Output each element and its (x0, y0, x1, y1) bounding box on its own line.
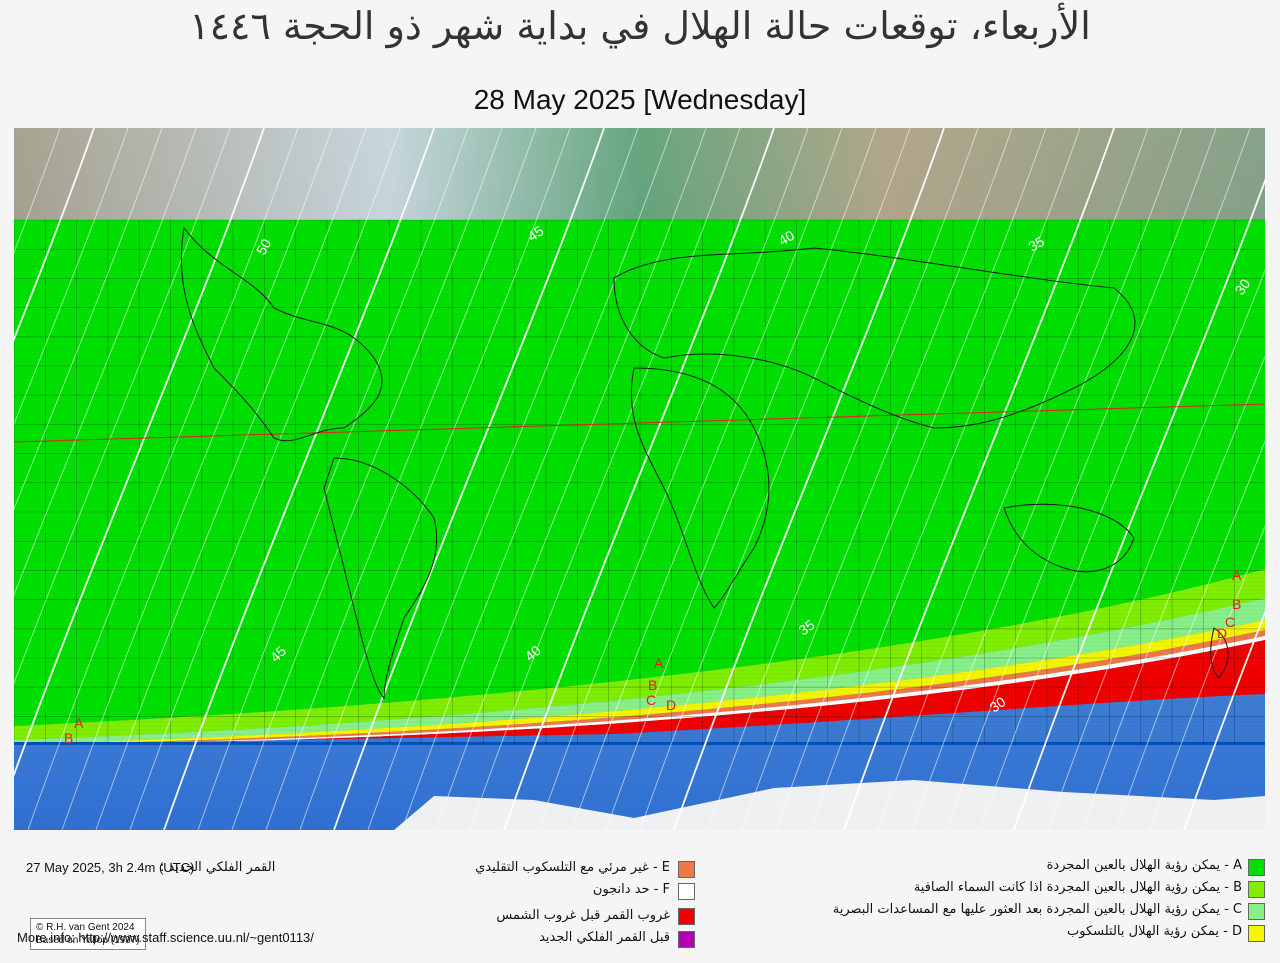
zone-label: B (64, 730, 73, 746)
altitude-contour (299, 128, 571, 830)
altitude-contour (95, 128, 367, 830)
zone-hatching (14, 221, 1265, 743)
legend-e-swatch (678, 861, 695, 878)
legend-moonset-text: غروب القمر قبل غروب الشمس (496, 908, 670, 923)
contour-label: 50 (253, 236, 275, 258)
legend-a-swatch (1248, 859, 1265, 876)
altitude-contour (14, 128, 129, 426)
continent-outlines (180, 226, 1229, 700)
altitude-contour (877, 128, 1149, 830)
legend-b-swatch (1248, 881, 1265, 898)
altitude-contour (1115, 440, 1265, 830)
page-title-arabic: الأربعاء، توقعات حالة الهلال في بداية شه… (189, 4, 1091, 48)
altitude-contour (945, 128, 1217, 830)
altitude-contour (469, 128, 741, 830)
altitude-contour (14, 128, 61, 254)
altitude-contour (537, 128, 809, 830)
credit-line-1: © R.H. van Gent 2024 (36, 922, 135, 933)
altitude-contour (1013, 178, 1265, 830)
altitude-contour (401, 128, 673, 830)
new-moon-label: القمر الفلكي الجديد : (160, 860, 276, 875)
legend-prenewmoon-text: قبل القمر الفلكي الجديد (539, 930, 670, 945)
more-info-link[interactable]: More info: http://www.staff.science.uu.n… (17, 930, 314, 945)
altitude-contour (197, 128, 469, 830)
altitude-contour (265, 128, 537, 830)
legend-e-text: E - غير مرئي مع التلسكوب التقليدي (475, 860, 670, 875)
zone-label: A (654, 655, 664, 671)
legend-d-text: D - يمكن رؤية الهلال بالتلسكوب (1067, 924, 1242, 939)
legend-f-text: F - حد دانجون (592, 882, 670, 897)
altitude-contour (14, 128, 231, 685)
legend-d-swatch (1248, 925, 1265, 942)
zone-label: C (646, 692, 656, 708)
altitude-contour (14, 128, 163, 511)
legend-b-text: B - يمكن رؤية الهلال بالعين المجردة اذا … (913, 880, 1242, 895)
legend-c-swatch (1248, 903, 1265, 920)
map-south-edge (14, 742, 1265, 745)
legend-f-swatch (678, 883, 695, 900)
altitude-contour (1183, 610, 1265, 830)
altitude-contour (367, 128, 639, 830)
altitude-contour (673, 128, 945, 830)
legend-a-text: A - يمكن رؤية الهلال بالعين المجردة (1046, 858, 1242, 873)
altitude-contour (707, 128, 979, 830)
antarctica-relief (394, 780, 1265, 830)
altitude-contour (14, 128, 95, 342)
legend-moonset-swatch (678, 908, 695, 925)
ecliptic-line (14, 403, 1265, 443)
altitude-contour (741, 128, 1013, 830)
zone-label: B (648, 677, 657, 693)
page-subtitle-date: 28 May 2025 [Wednesday] (473, 84, 807, 115)
altitude-contour (163, 128, 435, 830)
altitude-contour (61, 128, 333, 830)
altitude-contour (605, 128, 877, 830)
map-credit: © R.H. van Gent 2024 Based on Yallop (19… (30, 918, 146, 950)
zone-label: A (1232, 567, 1242, 583)
altitude-contour (571, 128, 843, 830)
legend-c-text: C - يمكن رؤية الهلال بالعين المجردة بعد … (832, 902, 1242, 917)
contour-label: 40 (776, 227, 798, 249)
altitude-contour (14, 128, 265, 778)
altitude-contour (14, 128, 197, 597)
altitude-contour (1149, 525, 1265, 830)
altitude-contour (775, 128, 1047, 830)
moonset-area (14, 640, 1265, 745)
altitude-contours (14, 128, 1265, 830)
altitude-contour (231, 128, 503, 830)
zone-label: D (1217, 625, 1227, 641)
zone-label: D (666, 697, 676, 713)
zone-b-area (14, 569, 1265, 740)
altitude-contour (27, 128, 299, 830)
altitude-contour (503, 128, 775, 830)
altitude-contour (129, 128, 401, 830)
zone-label: C (1225, 614, 1235, 630)
legend-prenewmoon-swatch (678, 931, 695, 948)
arctic-relief (14, 128, 1265, 220)
altitude-contour (1081, 355, 1265, 830)
zone-label: A (74, 715, 84, 731)
altitude-contour (979, 128, 1251, 830)
zone-label: B (1232, 596, 1241, 612)
altitude-contour (1047, 269, 1265, 830)
graticule (14, 219, 1265, 745)
new-moon-time: 27 May 2025, 3h 2.4m (UTC) (26, 860, 195, 875)
altitude-contour (435, 128, 707, 830)
altitude-contour (911, 128, 1183, 830)
contour-label: 35 (1026, 233, 1048, 255)
altitude-contour (639, 128, 911, 830)
altitude-contour (843, 128, 1115, 830)
credit-line-2: Based on Yallop (1997) (36, 935, 140, 946)
altitude-contour (809, 128, 1081, 830)
altitude-contour (333, 128, 605, 830)
